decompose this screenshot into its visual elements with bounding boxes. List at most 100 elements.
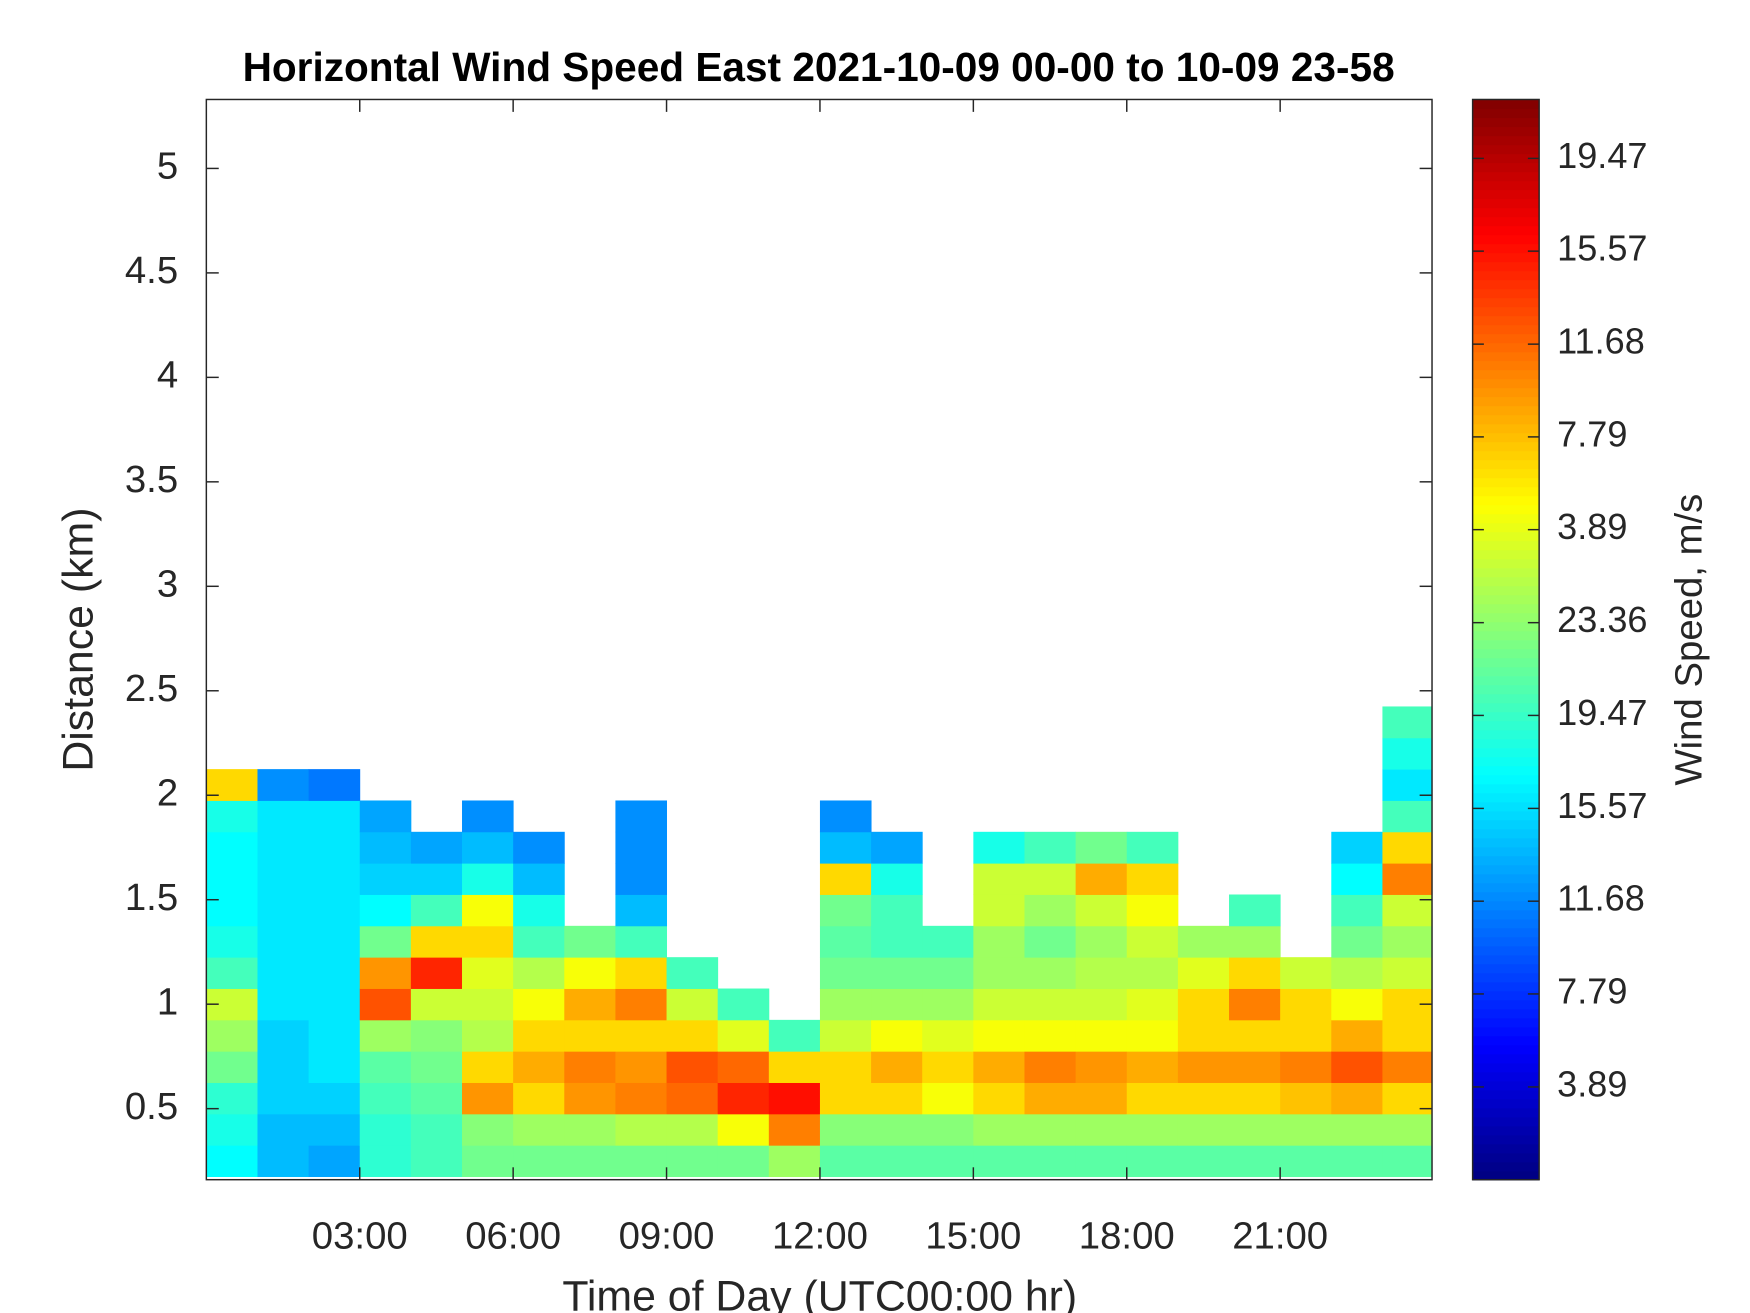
heat-cell xyxy=(819,1082,872,1115)
heat-cell xyxy=(973,925,1025,958)
heat-cell xyxy=(257,957,310,989)
colorbar-swatch xyxy=(1472,531,1540,542)
heat-cell xyxy=(666,957,719,989)
colorbar-swatch xyxy=(1472,999,1540,1010)
heat-cell xyxy=(410,894,463,927)
colorbar-swatch xyxy=(1472,621,1540,632)
x-tick-label: 15:00 xyxy=(925,1214,1021,1257)
heat-cell xyxy=(973,1145,1025,1178)
colorbar-swatch xyxy=(1472,198,1540,209)
colorbar-swatch xyxy=(1472,774,1540,785)
heat-cell xyxy=(1280,1145,1332,1178)
heat-cell xyxy=(206,1082,258,1115)
heat-cell xyxy=(615,894,668,927)
heat-cell xyxy=(1024,957,1077,989)
heat-cell xyxy=(206,957,258,989)
heat-cell xyxy=(666,988,719,1021)
heat-cell xyxy=(1229,1113,1281,1146)
heat-cell xyxy=(359,863,412,895)
heat-cell xyxy=(973,894,1025,927)
colorbar-swatch xyxy=(1472,945,1540,956)
x-tick-label: 06:00 xyxy=(465,1214,561,1257)
y-axis-label: Distance (km) xyxy=(54,508,102,772)
colorbar-swatch xyxy=(1472,603,1540,614)
y-tick-label: 4.5 xyxy=(125,249,178,292)
colorbar-swatch xyxy=(1472,351,1540,362)
heat-cell xyxy=(206,831,258,864)
colorbar-swatch xyxy=(1472,729,1540,740)
colorbar-swatch xyxy=(1472,990,1540,1001)
colorbar-label: Wind Speed, m/s xyxy=(1667,494,1710,786)
colorbar-swatch xyxy=(1472,162,1540,173)
heat-cell xyxy=(410,1145,463,1178)
colorbar-swatch xyxy=(1472,216,1540,227)
heat-cell xyxy=(462,988,514,1021)
heat-cell xyxy=(871,894,923,927)
heat-cell xyxy=(257,1051,310,1083)
colorbar-swatch xyxy=(1472,918,1540,929)
colorbar-tick-label: 7.79 xyxy=(1557,413,1627,454)
heat-cell xyxy=(410,1019,463,1052)
heat-cell xyxy=(513,1082,565,1115)
colorbar-swatch xyxy=(1472,810,1540,821)
colorbar-tick-label: 3.89 xyxy=(1557,1063,1627,1104)
heat-cell xyxy=(1331,925,1383,958)
heat-cell xyxy=(359,988,412,1021)
colorbar-swatch xyxy=(1472,459,1540,470)
heat-cell xyxy=(1382,1019,1433,1052)
colorbar-swatch xyxy=(1472,1134,1540,1145)
colorbar-swatch xyxy=(1472,846,1540,857)
colorbar-tick-label: 15.57 xyxy=(1557,228,1647,269)
colorbar-swatch xyxy=(1472,342,1540,353)
heat-cell xyxy=(206,769,258,801)
heat-cell xyxy=(871,925,923,958)
heat-cell xyxy=(308,1051,361,1083)
heat-cell xyxy=(410,863,463,895)
heat-cell xyxy=(1075,1019,1128,1052)
y-tick-label: 5 xyxy=(157,145,178,188)
heat-cell xyxy=(615,925,668,958)
heat-cell xyxy=(206,863,258,895)
heat-cell xyxy=(1280,1113,1332,1146)
heat-cell xyxy=(308,831,361,864)
colorbar-swatch xyxy=(1472,252,1540,263)
heat-cell xyxy=(973,957,1025,989)
colorbar-swatch xyxy=(1472,783,1540,794)
heat-cell xyxy=(462,1082,514,1115)
heat-cell xyxy=(1331,957,1383,989)
heat-cell xyxy=(768,1082,821,1115)
heat-cell xyxy=(462,800,514,833)
heat-cell xyxy=(308,1145,361,1178)
heat-cell xyxy=(462,863,514,895)
colorbar-swatch xyxy=(1472,243,1540,254)
heat-cell xyxy=(922,1082,974,1115)
heat-cell xyxy=(462,925,514,958)
colorbar-swatch xyxy=(1472,666,1540,677)
heat-cell xyxy=(359,1145,412,1178)
colorbar-frame xyxy=(1471,98,1540,1181)
colorbar-swatch xyxy=(1472,684,1540,695)
heat-cell xyxy=(1382,1113,1433,1146)
chart-title: Horizontal Wind Speed East 2021-10-09 00… xyxy=(243,44,1395,90)
heat-cell xyxy=(206,1019,258,1052)
colorbar-swatch xyxy=(1472,693,1540,704)
heat-cell xyxy=(359,1051,412,1083)
heat-cell xyxy=(1280,1082,1332,1115)
colorbar-swatch xyxy=(1472,423,1540,434)
heat-cell xyxy=(1024,925,1077,958)
heat-cell xyxy=(206,1051,258,1083)
colorbar: 3.89 7.79 11.68 15.57 19.47 23.36 3.89 7.79 11.6… xyxy=(1471,98,1647,1181)
colorbar-swatch xyxy=(1472,495,1540,506)
colorbar-swatch xyxy=(1472,234,1540,245)
colorbar-swatch xyxy=(1472,387,1540,398)
heat-cell xyxy=(717,1051,770,1083)
heat-cell xyxy=(615,1113,668,1146)
colorbar-swatch xyxy=(1472,612,1540,623)
colorbar-tick-label: 7.79 xyxy=(1557,970,1627,1011)
heat-cell xyxy=(410,957,463,989)
colorbar-swatch xyxy=(1472,360,1540,371)
heat-cell xyxy=(871,1051,923,1083)
heat-cell xyxy=(1126,1051,1179,1083)
heat-cell xyxy=(717,1019,770,1052)
